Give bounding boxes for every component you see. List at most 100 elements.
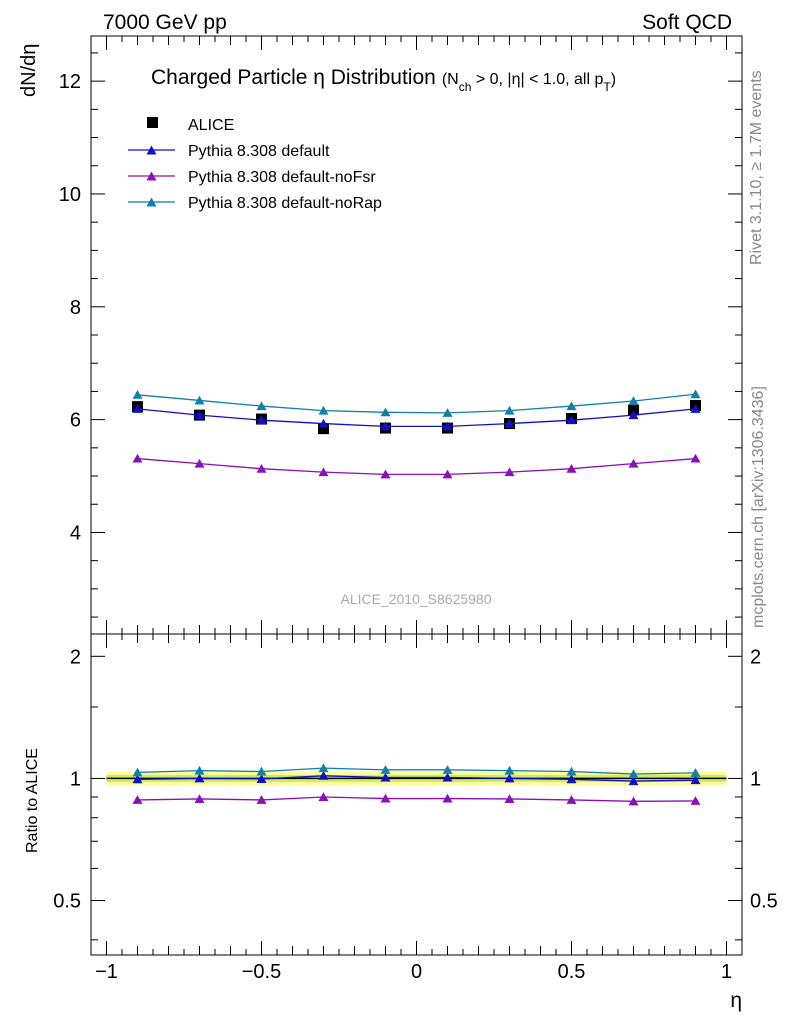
x-tick-label: 0 — [411, 961, 422, 983]
data-point-norap — [504, 405, 515, 415]
ratio-point-norap — [380, 765, 391, 774]
x-tick-label: −1 — [95, 961, 118, 983]
ratio-point-nofsr — [442, 793, 453, 803]
ratio-y-axis-title: Ratio to ALICE — [24, 748, 41, 853]
ratio-series-layer — [132, 763, 701, 806]
data-point-nofsr — [690, 453, 701, 463]
series-line-nofsr — [137, 457, 696, 475]
x-tick-label: 0.5 — [558, 961, 586, 983]
data-point-default — [380, 421, 391, 431]
data-point-nofsr — [380, 469, 391, 479]
ratio-y-tick-label-right: 0.5 — [750, 891, 778, 913]
ratio-point-norap — [318, 763, 329, 773]
ratio-point-norap — [256, 766, 267, 776]
ratio-point-norap — [690, 768, 701, 777]
x-tick-label: −0.5 — [242, 961, 281, 983]
ratio-point-norap — [566, 766, 577, 776]
data-point-default — [318, 418, 329, 428]
category-label: Soft QCD — [642, 11, 732, 34]
main-y-tick-label: 10 — [59, 184, 81, 206]
ratio-point-nofsr — [566, 795, 577, 804]
chart-title: Charged Particle η Distribution (Nch > 0,… — [151, 66, 616, 94]
data-point-default — [566, 415, 577, 425]
data-point-norap — [442, 408, 453, 417]
chart-title-sub-T: T — [603, 80, 611, 94]
main-y-tick-label: 8 — [70, 297, 81, 319]
legend-marker-norap — [146, 197, 157, 207]
ratio-point-norap — [628, 769, 639, 779]
chart-title-sub-close: ) — [611, 71, 616, 88]
energy-label: 7000 GeV pp — [103, 11, 227, 34]
main-series-layer — [132, 389, 701, 479]
main-y-tick-label: 6 — [70, 410, 81, 432]
data-point-default — [690, 404, 701, 413]
ratio-point-norap — [194, 765, 205, 775]
ratio-point-default — [132, 774, 143, 784]
chart-title-main: Charged Particle η Distribution — [151, 66, 436, 89]
ratio-point-default — [442, 772, 453, 782]
mcplots-label: mcplots.cern.ch [arXiv:1306.3436] — [750, 386, 767, 628]
ratio-point-norap — [504, 765, 515, 775]
ratio-y-tick-label-right: 1 — [750, 768, 761, 790]
ratio-y-axis: 0.5 0.5 1 1 2 2 — [53, 646, 778, 941]
legend-label-default: Pythia 8.308 default — [188, 143, 330, 160]
ratio-y-tick-label: 1 — [70, 768, 81, 790]
chart-title-sub: (N — [442, 71, 459, 88]
data-point-norap — [256, 401, 267, 411]
ratio-point-default — [318, 771, 329, 780]
data-point-nofsr — [318, 467, 329, 477]
ratio-panel-frame — [90, 633, 743, 956]
data-point-norap — [628, 396, 639, 406]
legend: ALICE Pythia 8.308 default Pythia 8.308 … — [128, 117, 382, 212]
ratio-point-default — [504, 773, 515, 783]
data-point-norap — [566, 401, 577, 411]
series-line-norap — [137, 393, 696, 414]
chart-title-sub-ch: ch — [459, 80, 472, 94]
ratio-y-tick-label-right: 2 — [750, 646, 761, 668]
ratio-point-default — [566, 774, 577, 784]
ratio-point-norap — [442, 765, 453, 774]
x-tick-label: 1 — [721, 961, 732, 983]
ratio-y-tick-label: 0.5 — [53, 891, 81, 913]
ratio-line-default — [137, 775, 696, 782]
ratio-y-tick-label: 2 — [70, 646, 81, 668]
data-point-nofsr — [566, 463, 577, 473]
ratio-point-default — [194, 773, 205, 783]
ratio-point-nofsr — [256, 795, 267, 804]
legend-label-alice: ALICE — [188, 117, 234, 134]
data-point-default — [442, 421, 453, 431]
data-point-nofsr — [628, 458, 639, 468]
legend-label-nofsr: Pythia 8.308 default-noFsr — [188, 169, 376, 186]
data-point-default — [628, 410, 639, 420]
data-point-nofsr — [256, 463, 267, 473]
ratio-line-nofsr — [137, 796, 696, 802]
ratio-point-nofsr — [318, 792, 329, 801]
data-point-norap — [380, 407, 391, 417]
data-point-nofsr — [504, 467, 515, 477]
chart-title-sub-rest: > 0, |η| < 1.0, all p — [471, 71, 603, 88]
data-point-nofsr — [132, 453, 143, 463]
legend-marker-default — [146, 145, 157, 155]
data-point-alice — [318, 423, 329, 435]
ratio-point-nofsr — [628, 796, 639, 806]
x-axis-title: η — [730, 989, 742, 1012]
legend-label-norap: Pythia 8.308 default-noRap — [188, 195, 382, 212]
data-point-default — [256, 415, 267, 425]
ratio-line-norap — [137, 767, 696, 775]
main-y-axis-title: dN/dη — [18, 44, 40, 97]
main-y-tick-label: 12 — [59, 71, 81, 93]
ratio-point-norap — [132, 767, 143, 777]
legend-marker-alice — [147, 117, 158, 128]
ratio-point-nofsr — [504, 794, 515, 803]
data-point-default — [504, 418, 515, 428]
data-point-norap — [194, 395, 205, 405]
series-line-default — [137, 408, 696, 428]
rivet-label: Rivet 3.1.10, ≥ 1.7M events — [748, 70, 765, 265]
main-y-axis: 4 6 8 10 12 — [59, 52, 742, 618]
x-axis: −1 −0.5 0 0.5 1 — [95, 36, 732, 983]
ratio-point-default — [256, 774, 267, 783]
ratio-point-nofsr — [132, 795, 143, 804]
data-point-default — [194, 410, 205, 420]
ratio-point-nofsr — [194, 794, 205, 803]
